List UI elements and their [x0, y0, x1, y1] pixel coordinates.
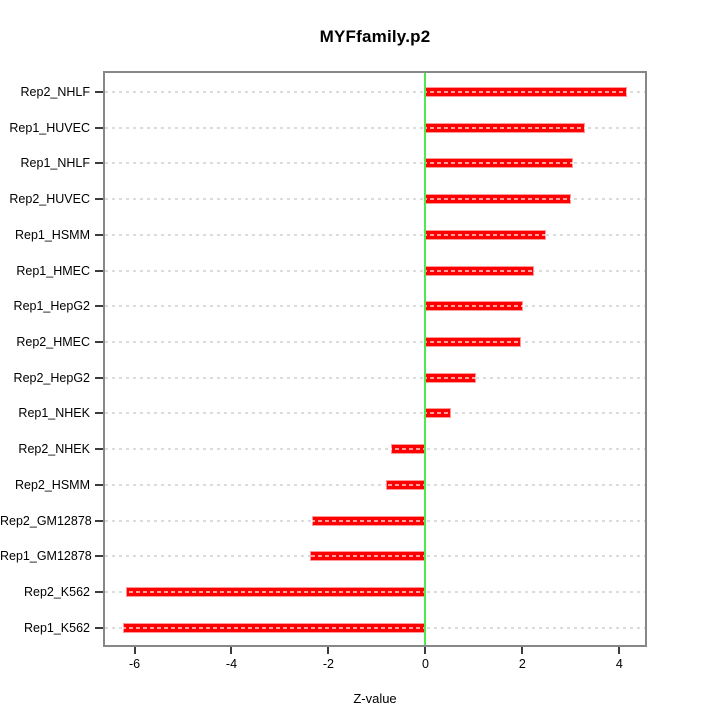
x-axis-title: Z-value — [353, 691, 397, 706]
y-axis-label-rep2_nhlf: Rep2_NHLF — [20, 85, 90, 99]
x-axis-tick-label: 2 — [518, 657, 526, 671]
gridline-overlay — [105, 198, 645, 201]
y-axis-label-rep2_k562: Rep2_K562 — [23, 584, 90, 599]
gridline-overlay — [105, 483, 645, 486]
y-axis-label-rep2_huvec: Rep2_HUVEC — [9, 192, 90, 207]
y-axis-label-rep1_hepg2: Rep1_HepG2 — [13, 299, 90, 314]
y-axis-label-rep1_hsmm: Rep1_HSMM — [14, 227, 90, 242]
gridline-overlay — [105, 448, 645, 451]
gridline-overlay — [105, 340, 645, 343]
y-axis-tick — [95, 340, 103, 343]
chart-title: MYFfamily.p2 — [319, 27, 431, 46]
y-axis-label-rep2_hepg2: Rep2_HepG2 — [13, 370, 90, 385]
y-axis-tick — [95, 555, 103, 558]
zero-reference-line — [424, 73, 427, 645]
y-axis-label-rep1_k562: Rep1_K562 — [23, 620, 90, 635]
y-axis-tick — [95, 519, 103, 522]
x-axis-tick-label: 4 — [615, 657, 623, 671]
y-axis-tick — [95, 269, 103, 272]
gridline-overlay — [105, 412, 645, 415]
x-axis-tick-label: -4 — [225, 657, 238, 671]
x-axis-tick — [618, 647, 621, 654]
x-axis-tick — [230, 647, 233, 654]
gridline-overlay — [105, 126, 645, 129]
y-axis-tick — [95, 376, 103, 379]
y-axis-label-rep1_nhek: Rep1_NHEK — [18, 406, 90, 421]
y-axis-tick — [95, 626, 103, 629]
gridline-overlay — [105, 376, 645, 379]
gridline-overlay — [105, 162, 645, 165]
x-axis-tick — [133, 647, 136, 654]
gridline-overlay — [105, 269, 645, 272]
y-axis-label-rep2_nhek: Rep2_NHEK — [18, 442, 90, 457]
y-axis-tick — [95, 198, 103, 201]
y-axis-tick — [95, 448, 103, 451]
y-axis-tick — [95, 126, 103, 129]
y-axis-tick — [95, 305, 103, 308]
y-axis-tick — [95, 412, 103, 415]
gridline-overlay — [105, 305, 645, 308]
y-axis-label-rep1_gm12878: Rep1_GM12878 — [0, 549, 92, 564]
gridline-overlay — [105, 91, 645, 93]
y-axis-tick — [95, 233, 103, 236]
gridline-overlay — [105, 519, 645, 522]
gridline-overlay — [105, 626, 645, 629]
y-axis-label-rep1_nhlf: Rep1_NHLF — [20, 156, 90, 171]
x-axis-tick — [521, 647, 524, 654]
y-axis-tick — [95, 483, 103, 486]
x-axis-tick-label: 0 — [421, 657, 429, 671]
x-axis-tick-label: -6 — [128, 657, 141, 671]
gridline-overlay — [105, 590, 645, 593]
y-axis-label-rep2_gm12878: Rep2_GM12878 — [0, 513, 92, 528]
y-axis-label-rep2_hmec: Rep2_HMEC — [16, 334, 90, 349]
x-axis-tick — [424, 647, 427, 654]
y-axis-label-rep2_hsmm: Rep2_HSMM — [14, 477, 90, 492]
y-axis-tick — [95, 590, 103, 593]
gridline-overlay — [105, 555, 645, 558]
y-axis-tick — [95, 91, 103, 93]
y-axis-label-rep1_huvec: Rep1_HUVEC — [9, 120, 90, 135]
x-axis-tick-label: -2 — [322, 657, 335, 671]
y-axis-tick — [95, 162, 103, 165]
gridline-overlay — [105, 233, 645, 236]
plot-canvas — [103, 71, 647, 647]
y-axis-label-rep1_hmec: Rep1_HMEC — [16, 263, 90, 278]
plot-area — [103, 71, 647, 647]
x-axis-tick — [327, 647, 330, 654]
